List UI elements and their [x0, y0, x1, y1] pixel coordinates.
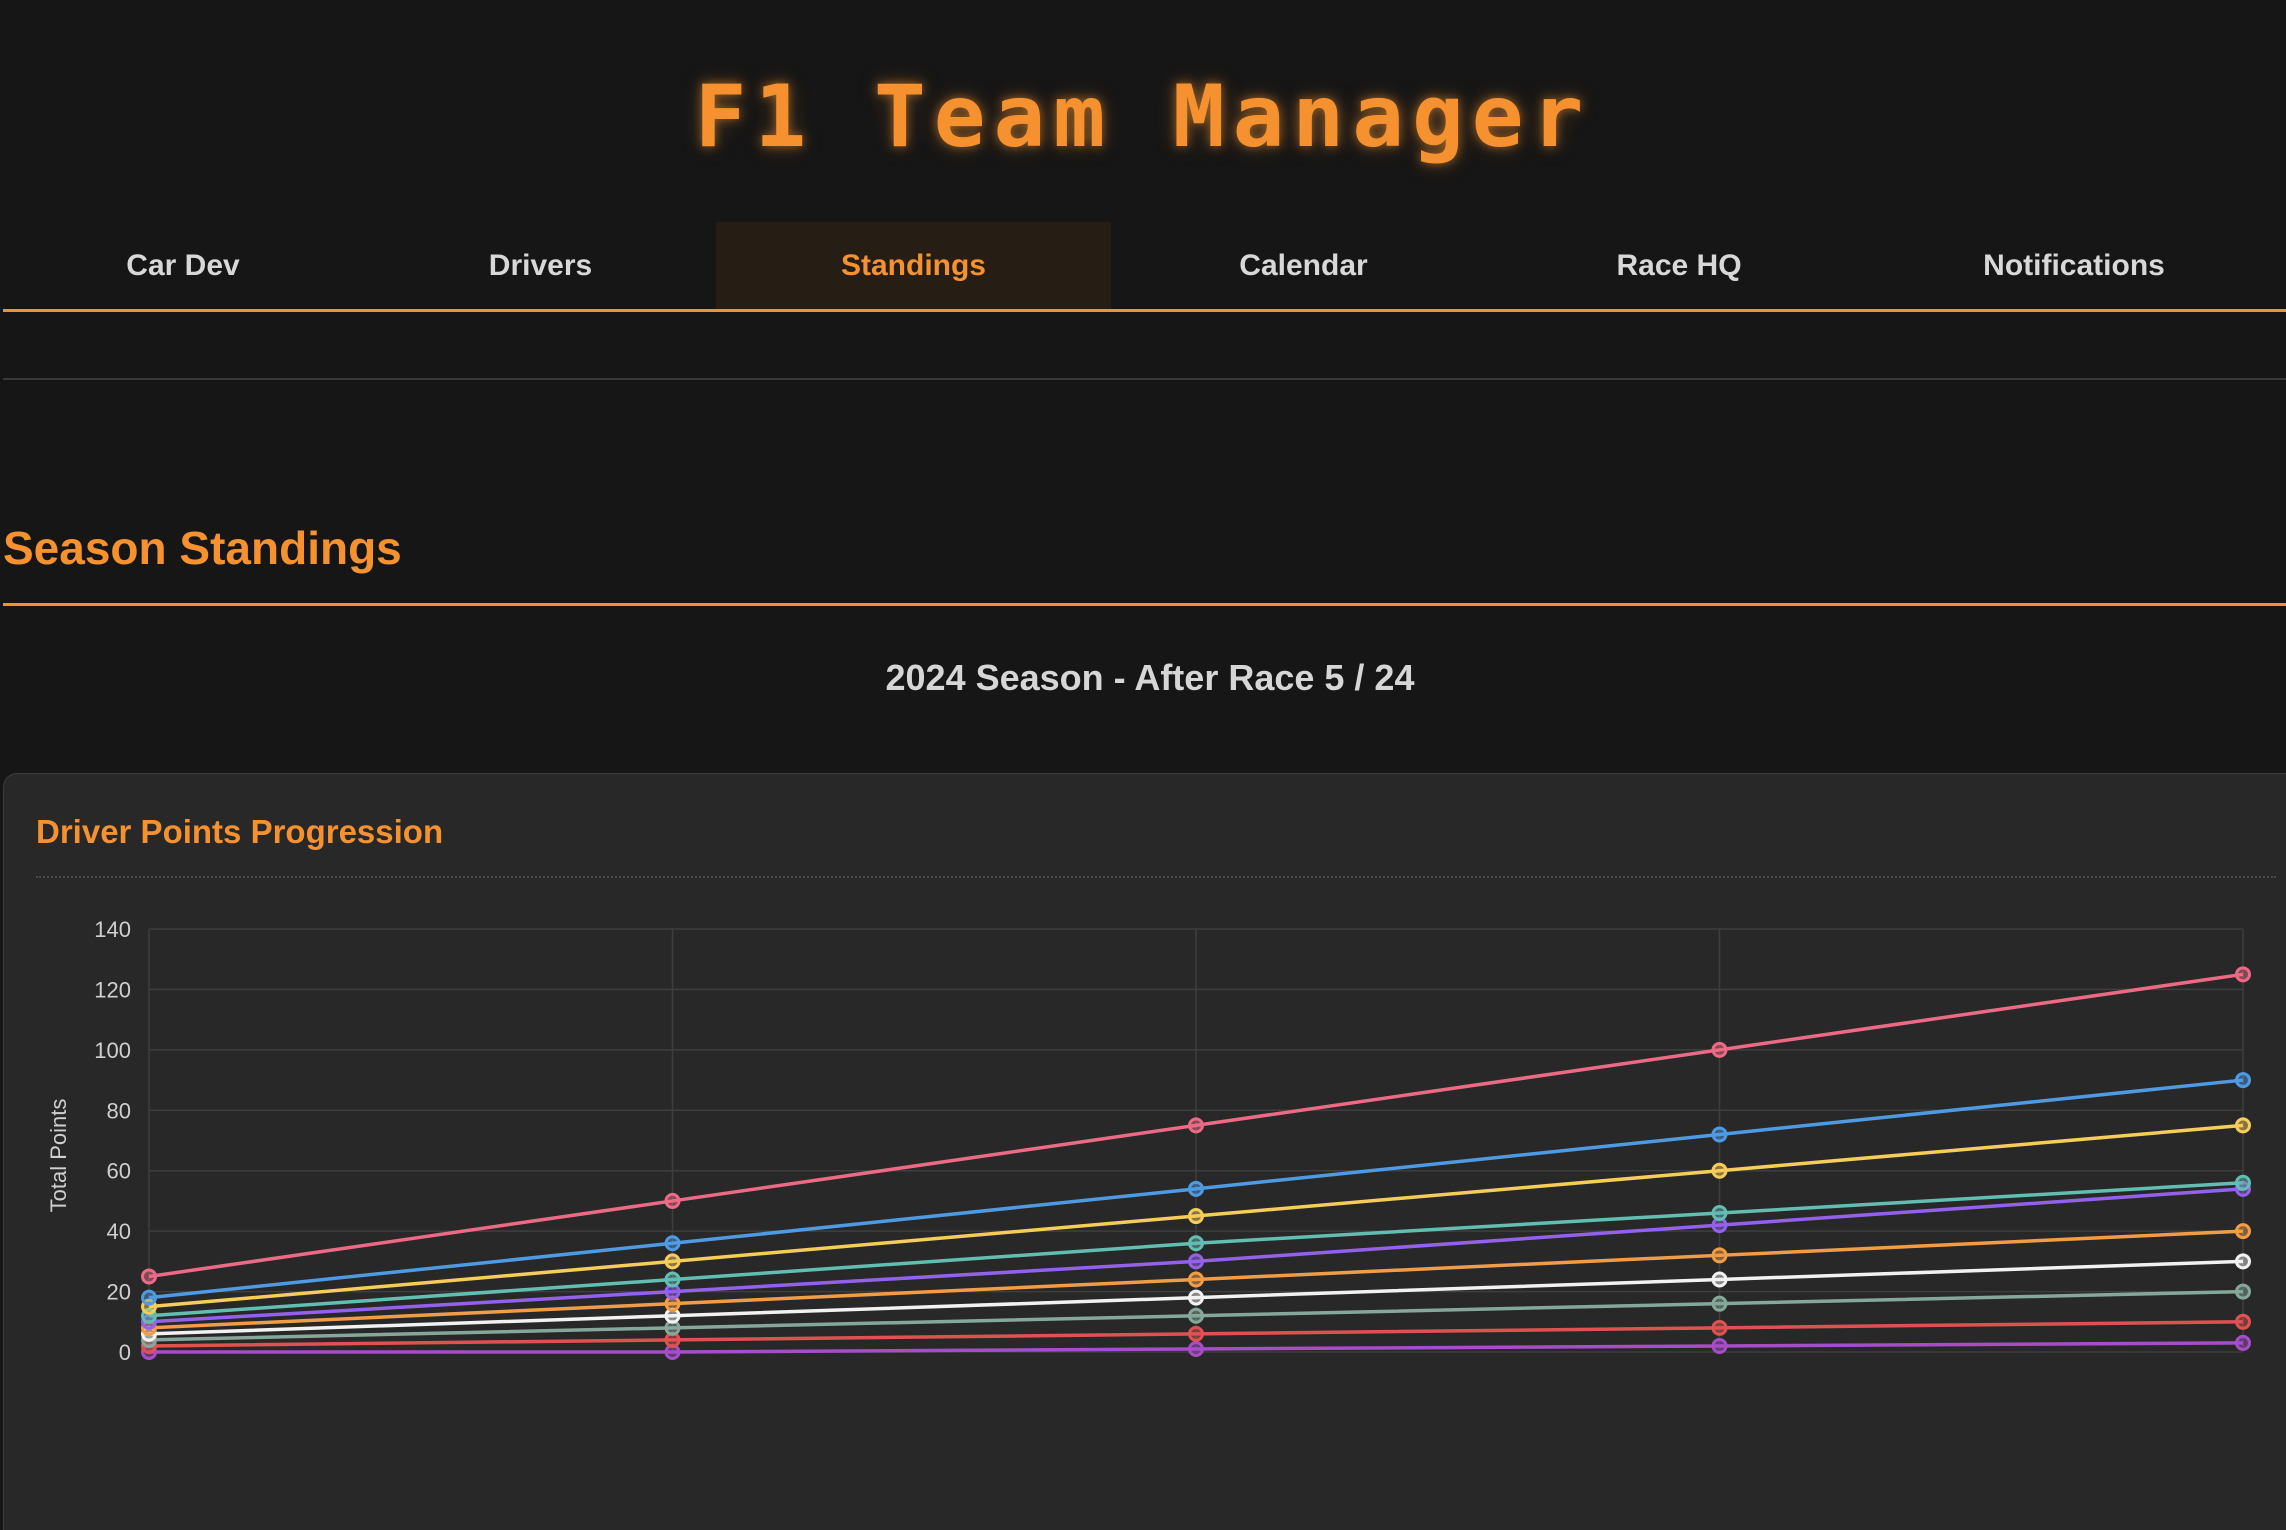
data-point [1188, 1340, 1204, 1357]
series-line [148, 1181, 2244, 1318]
tab-calendar[interactable]: Calendar [1239, 249, 1368, 282]
y-tick-label: 140 [94, 917, 131, 942]
series-line [148, 1259, 2244, 1336]
data-point [141, 1268, 157, 1285]
tab-race-hq[interactable]: Race HQ [1616, 249, 1742, 282]
data-point [2235, 1117, 2251, 1134]
data-point [1188, 1271, 1204, 1288]
data-point [2235, 1313, 2251, 1330]
series-line [148, 1078, 2244, 1300]
points-progression-chart: 0 20 40 60 80 100 120 140 Total Points [46, 917, 2251, 1365]
data-point [1711, 1162, 1728, 1179]
y-tick-label: 60 [107, 1159, 131, 1184]
series-line [148, 1320, 2244, 1348]
data-point [664, 1235, 681, 1252]
points-chart-card: Driver Points Progression 0 20 40 60 80 100 12… [3, 773, 2286, 1530]
tab-notifications[interactable]: Notifications [1983, 249, 2165, 282]
data-point [1711, 1295, 1728, 1312]
y-tick-label: 80 [107, 1098, 131, 1123]
data-point [664, 1271, 681, 1288]
y-tick-label: 100 [94, 1038, 131, 1063]
data-point [1188, 1325, 1204, 1342]
data-point [2235, 1283, 2251, 1300]
section-divider [3, 603, 2286, 606]
card-title-rule [36, 876, 2276, 878]
data-point [1188, 1117, 1204, 1134]
data-point [1711, 1271, 1728, 1288]
tab-car-dev[interactable]: Car Dev [126, 249, 240, 282]
data-point [2235, 1253, 2251, 1270]
data-point [2235, 966, 2251, 983]
data-point [1711, 1205, 1728, 1222]
tab-drivers[interactable]: Drivers [488, 249, 593, 282]
data-point [1188, 1307, 1204, 1324]
tab-standings[interactable]: Standings [716, 222, 1111, 309]
series-line [148, 1229, 2244, 1330]
y-tick-label: 40 [107, 1219, 131, 1244]
series-line [148, 972, 2244, 1279]
season-progress-label: 2024 Season - After Race 5 / 24 [885, 657, 1415, 698]
chart-card-title: Driver Points Progression [36, 813, 444, 850]
data-point [1188, 1235, 1204, 1252]
data-point [1188, 1289, 1204, 1306]
y-tick-label: 120 [94, 977, 131, 1002]
section-title: Season Standings [3, 522, 402, 574]
y-tick-label: 0 [119, 1340, 131, 1365]
data-point [1188, 1180, 1204, 1197]
series-line [148, 1187, 2244, 1324]
series-line [148, 1289, 2244, 1342]
data-point [1711, 1319, 1728, 1336]
y-axis-title: Total Points [46, 1099, 71, 1213]
y-tick-label: 20 [107, 1280, 131, 1305]
data-point [1188, 1253, 1204, 1270]
data-point [1711, 1041, 1728, 1058]
data-point [1711, 1337, 1728, 1354]
data-point [2235, 1334, 2251, 1351]
series-line [148, 1123, 2244, 1309]
data-point [1188, 1208, 1204, 1225]
data-point [2235, 1174, 2251, 1191]
series-line [149, 1341, 2244, 1354]
data-point [1711, 1247, 1728, 1264]
data-point [664, 1253, 681, 1270]
data-point [664, 1192, 681, 1209]
main-nav: Car Dev Drivers Standings Calendar Race … [3, 222, 2286, 312]
app-title: F1 Team Manager [694, 67, 1592, 167]
data-point [2235, 1072, 2251, 1089]
toolbar-divider [3, 378, 2286, 380]
data-point [141, 1289, 157, 1306]
data-point [1711, 1126, 1728, 1143]
data-point [2235, 1223, 2251, 1240]
